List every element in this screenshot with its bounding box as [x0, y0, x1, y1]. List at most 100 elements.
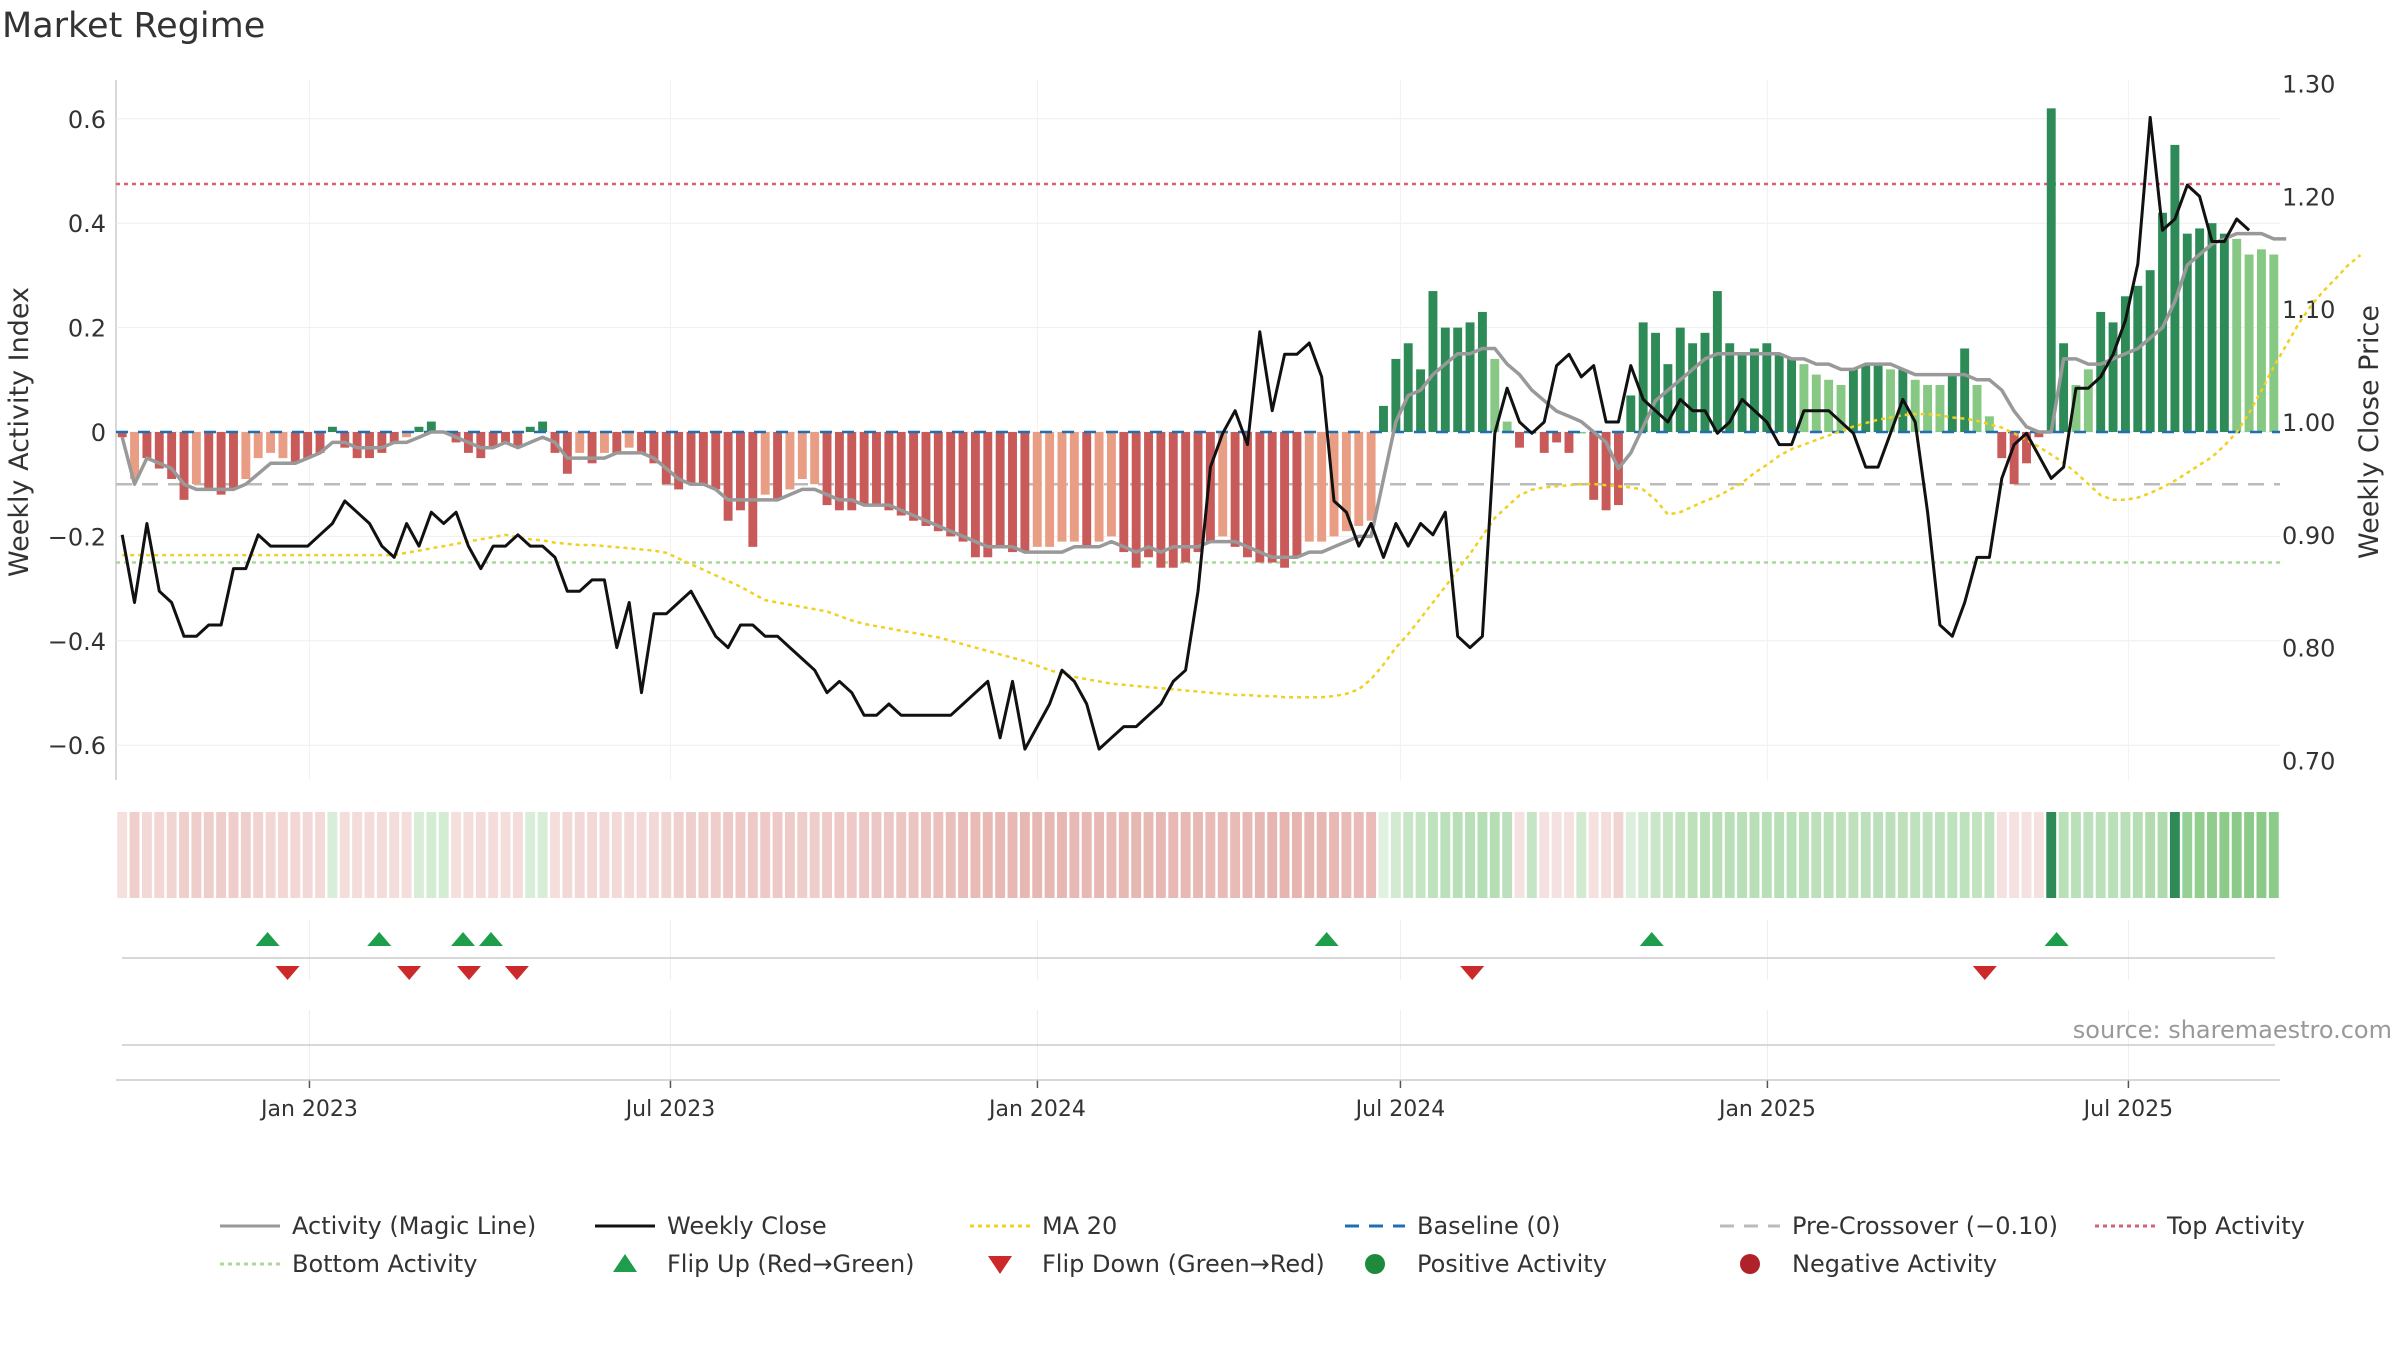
activity-bar — [2083, 369, 2093, 432]
activity-bar — [859, 432, 869, 506]
activity-bar — [327, 426, 337, 432]
regime-strip-cell — [1131, 812, 1142, 898]
activity-bar — [1626, 395, 1636, 432]
activity-bar — [2256, 249, 2266, 432]
flip-down-marker — [1972, 966, 1997, 980]
activity-bar — [2145, 270, 2155, 432]
activity-bar — [1032, 432, 1042, 547]
activity-bar — [1873, 364, 1883, 432]
activity-bar — [1737, 353, 1747, 432]
activity-bar — [402, 432, 412, 438]
flip-up-marker — [451, 932, 476, 946]
regime-strip-cell — [2108, 812, 2119, 898]
y-axis-title: Weekly Activity Index — [4, 287, 35, 577]
regime-strip-cell — [1749, 812, 1760, 898]
regime-strip-cell — [203, 812, 214, 898]
activity-bar — [1168, 432, 1178, 568]
regime-strip-cell — [760, 812, 771, 898]
activity-bar — [1428, 291, 1438, 432]
regime-strip-cell — [661, 812, 672, 898]
regime-strip-cell — [2033, 812, 2044, 898]
activity-bar — [1984, 416, 1994, 432]
regime-strip-cell — [1415, 812, 1426, 898]
regime-strip-cell — [1848, 812, 1859, 898]
regime-strip-cell — [1737, 812, 1748, 898]
activity-bar — [872, 432, 881, 506]
regime-strip-cell — [2021, 812, 2032, 898]
regime-strip-cell — [2046, 812, 2057, 898]
regime-strip-cell — [1428, 812, 1438, 898]
activity-bar — [266, 432, 276, 453]
activity-bar — [1205, 432, 1215, 542]
activity-bar — [983, 432, 993, 558]
activity-bar — [995, 432, 1005, 547]
flip-down-marker — [275, 966, 300, 980]
regime-strip-cell — [154, 812, 165, 898]
activity-bar — [1848, 369, 1858, 432]
regime-strip-cell — [735, 812, 746, 898]
activity-bar — [1230, 432, 1240, 547]
regime-strip-cell — [1254, 812, 1265, 898]
regime-strip-cell — [883, 812, 894, 898]
regime-strip-cell — [1687, 812, 1698, 898]
regime-strip-cell — [1724, 812, 1735, 898]
regime-strip-cell — [339, 812, 350, 898]
activity-bar — [970, 432, 980, 558]
activity-bar — [1515, 432, 1524, 448]
activity-bar — [1725, 343, 1735, 432]
regime-strip-cell — [537, 812, 548, 898]
activity-bar — [1280, 432, 1290, 568]
regime-strip-cell — [463, 812, 474, 898]
activity-bar — [1811, 374, 1821, 432]
regime-strip-cell — [216, 812, 227, 898]
legend-swatch — [613, 1254, 637, 1272]
regime-strip-cell — [451, 812, 462, 898]
flip-down-marker — [397, 966, 422, 980]
activity-bar — [1341, 432, 1351, 532]
regime-strip-cell — [1502, 812, 1513, 898]
legend-entry: Top Activity — [2095, 1212, 2305, 1240]
activity-bar — [352, 432, 362, 459]
activity-bar — [2108, 322, 2118, 432]
regime-strip-cell — [2071, 812, 2081, 898]
regime-strip-cell — [822, 812, 832, 898]
regime-strip-cell — [1329, 812, 1339, 898]
y2-tick-label: 0.90 — [2282, 522, 2335, 550]
activity-bar — [1539, 432, 1549, 453]
activity-bar — [290, 432, 300, 464]
activity-bar — [1972, 385, 1982, 432]
y2-tick-label: 1.00 — [2282, 409, 2335, 437]
regime-strip-cell — [1564, 812, 1574, 898]
regime-strip-cell — [1230, 812, 1241, 898]
regime-strip-cell — [1910, 812, 1921, 898]
activity-bar — [1886, 369, 1895, 432]
activity-bar — [1960, 348, 1970, 432]
activity-bar — [1317, 432, 1327, 542]
activity-bar — [1477, 311, 1487, 432]
legend-entry: Activity (Magic Line) — [220, 1212, 536, 1240]
regime-strip-cell — [1811, 812, 1822, 898]
activity-bar — [1787, 358, 1797, 432]
regime-strip-cell — [550, 812, 560, 898]
regime-strip-cell — [1712, 812, 1723, 898]
regime-strip-cell — [1168, 812, 1179, 898]
regime-strip-cell — [166, 812, 177, 898]
activity-bar — [1576, 432, 1586, 434]
regime-strip-cell — [809, 812, 820, 898]
activity-bar — [1712, 291, 1722, 432]
regime-strip-cell — [1662, 812, 1673, 898]
regime-strip-cell — [327, 812, 338, 898]
activity-bar — [1465, 322, 1475, 432]
x-tick-label: Jul 2024 — [1354, 1097, 1446, 1122]
regime-strip-cell — [1860, 812, 1871, 898]
activity-bar — [958, 432, 968, 542]
activity-bar — [686, 432, 696, 485]
activity-bar — [785, 432, 795, 490]
regime-strip-cell — [1551, 812, 1562, 898]
regime-strip-cell — [302, 812, 313, 898]
flip-down-marker — [1460, 966, 1485, 980]
activity-bar — [1304, 432, 1314, 542]
regime-strip-cell — [1576, 812, 1587, 898]
activity-bar — [946, 432, 956, 537]
legend-label: Flip Down (Green→Red) — [1042, 1250, 1325, 1278]
